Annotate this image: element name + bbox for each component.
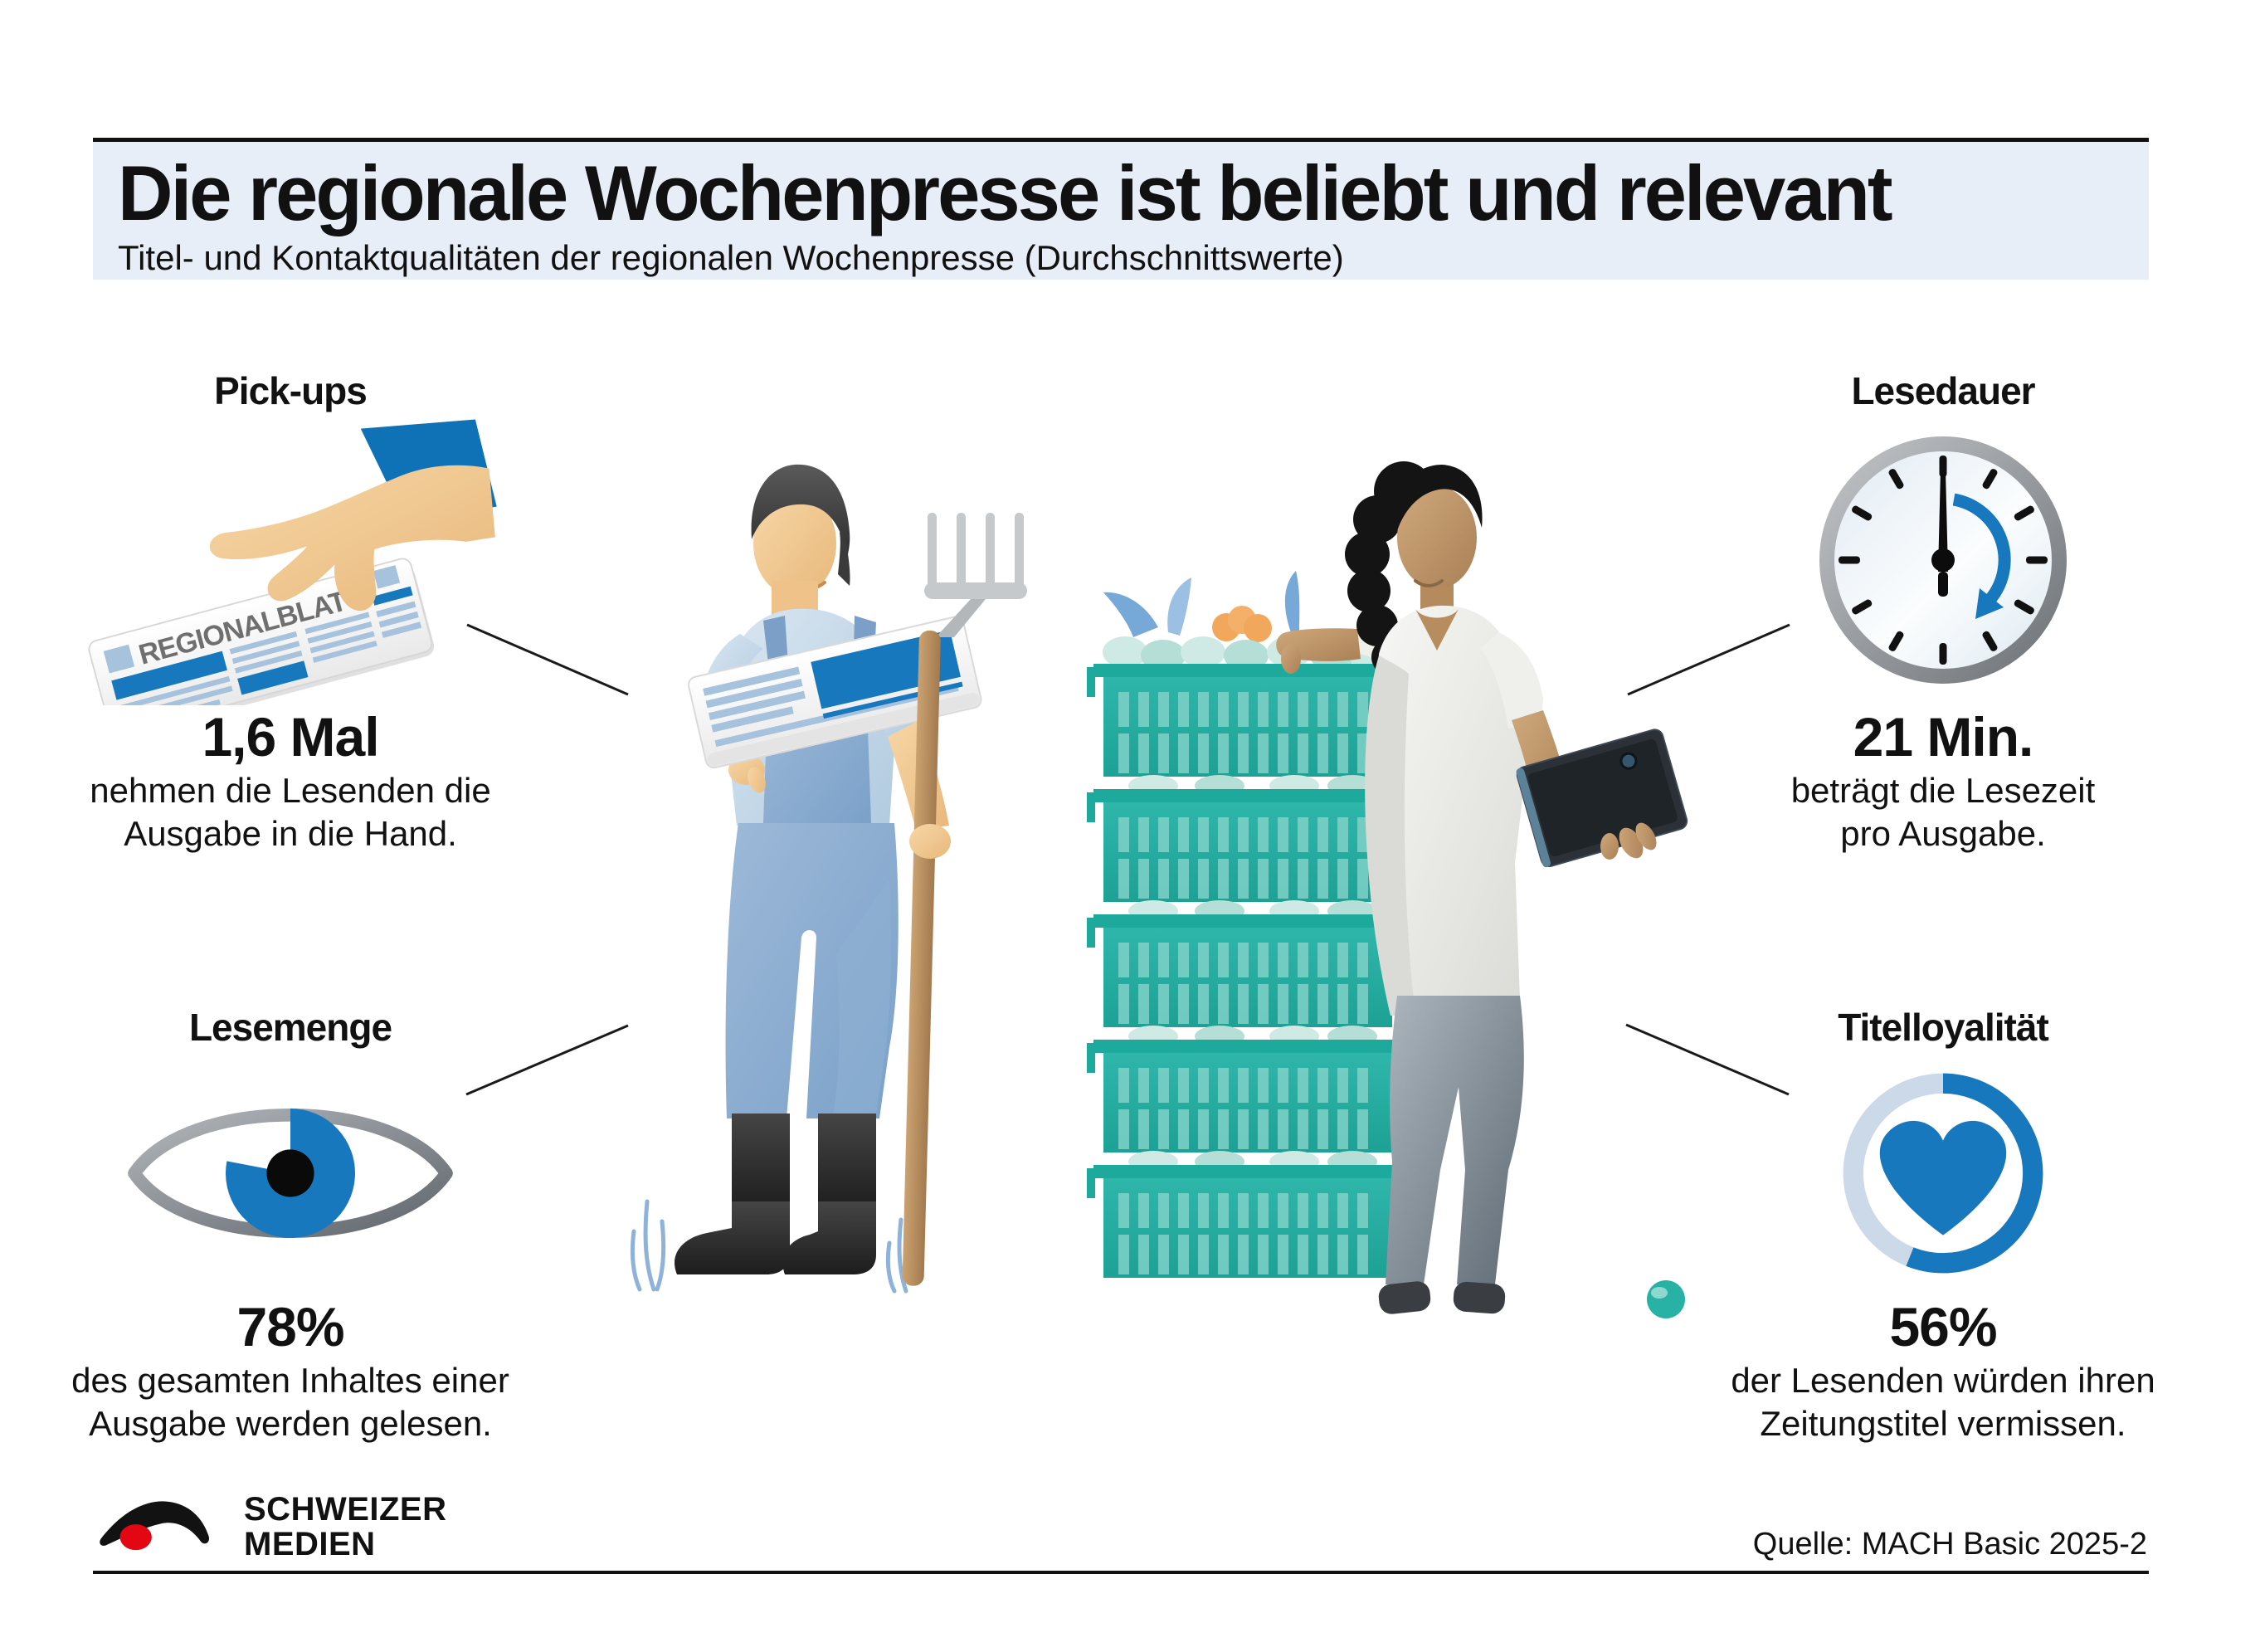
grass-icon	[630, 1199, 908, 1294]
swiss-media-logo-mark	[100, 1501, 210, 1551]
hand-picking-newspaper-icon: REGIONALBLATT	[88, 419, 497, 705]
page-subtitle: Titel- und Kontaktqualitäten der regiona…	[118, 238, 1344, 277]
hand-icon	[209, 465, 495, 612]
stat-lesedauer-label: Lesedauer	[1851, 369, 2035, 412]
heart-icon	[1879, 1120, 2007, 1235]
stat-lesemenge-label: Lesemenge	[188, 1006, 392, 1049]
clock-ticks	[1839, 456, 2048, 665]
source-note: Quelle: MACH Basic 2025-2	[1752, 1527, 2147, 1562]
stat-pickups: Pick-ups REGIONALBLATT	[25, 369, 556, 855]
stat-pickups-label: Pick-ups	[214, 369, 368, 412]
stat-titelloyalitaet-value: 56%	[1889, 1296, 1997, 1357]
clockwise-arrow-icon	[1952, 493, 2011, 602]
stat-pickups-description: nehmen die Lesenden die Ausgabe in die H…	[90, 771, 491, 853]
eye-icon	[128, 1109, 453, 1238]
stat-lesemenge-value: 78%	[236, 1296, 344, 1357]
stat-pickups-value: 1,6 Mal	[202, 706, 379, 768]
pupil	[266, 1149, 314, 1197]
swiss-media-logo: SCHWEIZER MEDIEN	[93, 1490, 447, 1562]
stat-lesemenge: Lesemenge 78% des gesamten Inhaltes eine…	[25, 1006, 556, 1445]
connector-bottomleft	[465, 1024, 629, 1096]
ring-percentage-arc	[1843, 1073, 2043, 1274]
pitchfork-icon	[902, 513, 1027, 1286]
logo-red-dot	[119, 1524, 152, 1551]
top-divider	[93, 138, 2149, 142]
header-band: Die regionale Wochenpresse ist beliebt u…	[93, 142, 2149, 280]
connector-topleft	[466, 623, 629, 696]
footer-divider	[93, 1571, 2149, 1574]
produce-crates-illustration	[1087, 571, 1409, 1278]
stat-lesemenge-description: des gesamten Inhaltes einer Ausgabe werd…	[71, 1361, 509, 1443]
stat-lesedauer-description: beträgt die Lesezeit pro Ausgabe.	[1790, 771, 2096, 853]
stat-titelloyalitaet-label: Titelloyalität	[1838, 1006, 2049, 1049]
clock-hand	[1938, 470, 1948, 572]
stat-titelloyalitaet-description: der Lesenden würden ihren Zeitungstitel …	[1731, 1361, 2155, 1443]
stat-titelloyalitaet: Titelloyalität 56% der Lesenden würden i…	[1678, 1006, 2209, 1445]
heart-in-ring-icon	[1843, 1073, 2043, 1274]
page-title: Die regionale Wochenpresse ist beliebt u…	[118, 149, 1893, 236]
farmer-illustration	[675, 464, 1027, 1286]
woman-illustration	[1276, 461, 1688, 1318]
connector-lines	[465, 623, 1790, 1096]
connector-topright	[1627, 623, 1790, 696]
clock-icon	[1819, 436, 2067, 684]
stat-lesedauer: Lesedauer 21 Min.	[1678, 369, 2209, 855]
connector-bottomright	[1625, 1023, 1790, 1096]
stat-lesedauer-value: 21 Min.	[1853, 706, 2034, 768]
logo-text: SCHWEIZER MEDIEN	[244, 1491, 447, 1562]
